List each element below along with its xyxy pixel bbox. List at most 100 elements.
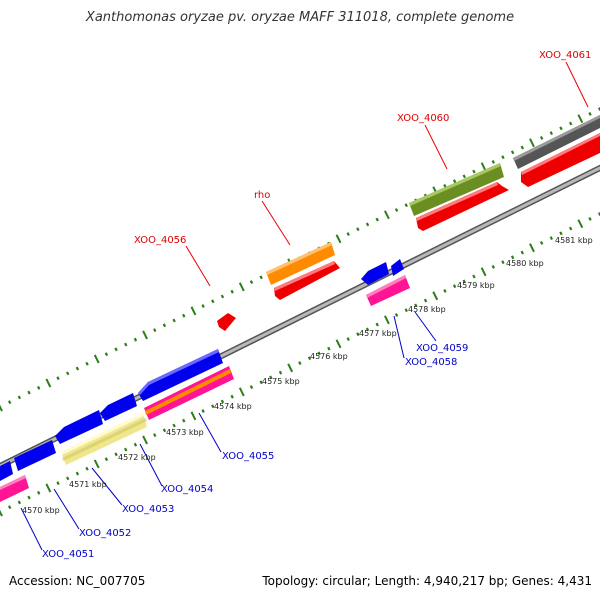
label-xoo-4051[interactable]: XOO_4051: [42, 549, 94, 560]
tick-mark: [491, 265, 495, 269]
gene-xoo-4060-bars[interactable]: [409, 163, 509, 231]
label-xoo-4059[interactable]: XOO_4059: [416, 343, 468, 354]
gene-xoo-4059-bars[interactable]: [361, 259, 410, 306]
tick-mark: [404, 203, 408, 208]
tick-mark: [124, 342, 128, 347]
tick-mark: [182, 418, 186, 423]
tick-mark: [559, 126, 563, 131]
tick-mark: [259, 380, 263, 385]
label-xoo-4054[interactable]: XOO_4054: [161, 484, 213, 495]
tick-mark: [529, 243, 535, 253]
gene-xoo-4057-bar[interactable]: [217, 313, 236, 331]
tick-mark: [27, 390, 31, 395]
scale-label: 4571 kbp: [69, 480, 107, 489]
tick-mark: [0, 404, 3, 412]
scale-labels: 4570 kbp 4571 kbp 4572 kbp 4573 kbp 4574…: [22, 236, 593, 515]
tick-mark: [298, 361, 302, 365]
label-xoo-4058[interactable]: XOO_4058: [405, 357, 457, 368]
tick-mark: [259, 275, 263, 280]
tick-mark: [346, 232, 350, 236]
tick-mark: [432, 291, 439, 301]
tick-mark: [443, 184, 447, 188]
tick-mark: [114, 452, 118, 457]
tick-mark: [520, 250, 524, 255]
tick-mark: [190, 306, 197, 316]
tick-mark: [491, 160, 495, 164]
tick-mark: [211, 404, 215, 409]
gene-xoo-4055-bars[interactable]: [138, 349, 234, 420]
tick-mark: [327, 346, 331, 351]
tick-mark: [365, 222, 370, 227]
tick-mark: [278, 370, 283, 375]
tick-mark: [17, 500, 22, 505]
tick-mark: [356, 332, 360, 337]
gene-xoo-4054-bars[interactable]: [61, 393, 147, 465]
tick-mark: [443, 289, 447, 293]
tick-mark: [249, 280, 254, 284]
tick-mark: [375, 322, 379, 327]
tick-mark: [588, 216, 592, 221]
map-title: Xanthomonas oryzae pv. oryzae MAFF 31101…: [85, 10, 515, 25]
tick-mark: [588, 111, 592, 116]
label-xoo-4052[interactable]: XOO_4052: [79, 528, 131, 539]
tick-mark: [549, 131, 554, 136]
topology-summary: Topology: circular; Length: 4,940,217 bp…: [262, 574, 592, 588]
tick-mark: [66, 476, 70, 481]
tick-mark: [249, 385, 254, 389]
reverse-gene-labels: XOO_4059 XOO_4058 XOO_4055 XOO_4054 XOO_…: [42, 343, 468, 560]
gene-rho-bars[interactable]: [266, 242, 340, 300]
tick-mark: [568, 226, 573, 231]
label-rho[interactable]: rho: [254, 190, 270, 201]
tick-mark: [365, 327, 370, 332]
tick-mark: [501, 260, 505, 265]
gene-xoo-4051-bars[interactable]: [0, 461, 29, 502]
tick-mark: [404, 308, 408, 313]
scale-label: 4574 kbp: [214, 402, 252, 411]
label-leaders: [20, 61, 589, 551]
scale-label: 4576 kbp: [310, 352, 348, 361]
tick-mark: [7, 505, 12, 510]
tick-mark: [182, 313, 186, 318]
tick-mark: [394, 313, 399, 317]
tick-mark: [269, 375, 273, 380]
label-xoo-4056[interactable]: XOO_4056: [134, 235, 186, 246]
scale-label: 4579 kbp: [457, 281, 495, 290]
tick-mark: [190, 411, 197, 421]
tick-mark: [335, 339, 342, 349]
label-xoo-4053[interactable]: XOO_4053: [122, 504, 174, 515]
tick-mark: [162, 323, 167, 328]
tick-mark: [162, 428, 167, 433]
gene-xoo-4052-bars[interactable]: [14, 440, 56, 471]
tick-mark: [75, 471, 80, 476]
tick-mark: [220, 294, 225, 299]
tick-mark: [7, 400, 12, 405]
tick-mark: [510, 150, 515, 155]
tick-mark: [317, 351, 321, 356]
tick-mark: [153, 433, 157, 438]
gene-xoo-4053-bars[interactable]: [55, 410, 103, 444]
label-xoo-4061[interactable]: XOO_4061: [539, 50, 591, 61]
tick-mark: [93, 459, 100, 469]
tick-mark: [346, 337, 350, 341]
scale-label: 4578 kbp: [408, 305, 446, 314]
gene-xoo-4061-bars[interactable]: [513, 115, 600, 187]
tick-mark: [472, 274, 476, 279]
tick-mark: [66, 371, 70, 376]
label-xoo-4060[interactable]: XOO_4060: [397, 113, 449, 124]
tick-mark: [0, 509, 3, 517]
tick-mark: [462, 279, 466, 284]
forward-gene-labels: XOO_4061 XOO_4060 rho XOO_4056: [134, 50, 591, 246]
label-xoo-4055[interactable]: XOO_4055: [222, 451, 274, 462]
inner-tick-row: [0, 212, 600, 517]
tick-mark: [501, 155, 505, 160]
scale-label: 4581 kbp: [555, 236, 593, 245]
tick-mark: [85, 361, 89, 366]
tick-mark: [383, 210, 390, 220]
tick-mark: [539, 136, 544, 140]
tick-mark: [423, 298, 428, 303]
tick-mark: [520, 145, 524, 150]
tick-mark: [383, 315, 390, 325]
tick-mark: [335, 234, 342, 244]
scale-label: 4573 kbp: [166, 428, 204, 437]
